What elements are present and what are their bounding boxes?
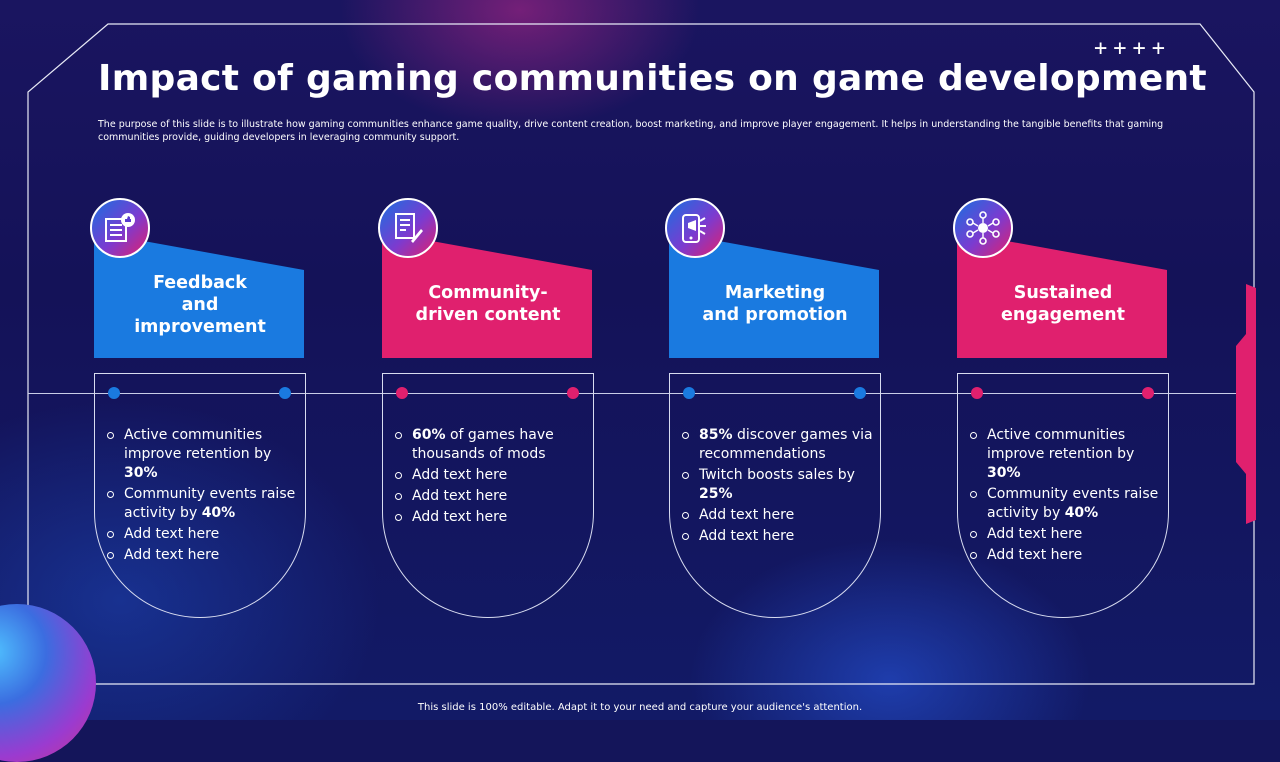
bullet-item: Add text here	[681, 506, 877, 525]
card-header: Feedback and improvement	[94, 232, 306, 360]
bullet-highlight: 25%	[699, 486, 733, 502]
bullet-highlight: 30%	[124, 465, 158, 481]
bullet-text: Add text here	[412, 509, 508, 525]
side-accent-bar	[1236, 284, 1256, 524]
card-bullets: Active communities improve retention by …	[969, 426, 1165, 567]
bullet-item: Active communities improve retention by …	[969, 426, 1165, 483]
bullet-item: 60% of games have thousands of mods	[394, 426, 590, 464]
card-title-line: Sustained	[1013, 283, 1113, 303]
bullet-item: Add text here	[969, 525, 1165, 544]
card-header: Marketing and promotion	[669, 232, 881, 360]
card-bullets: Active communities improve retention by …	[106, 426, 302, 567]
card-header-shape	[669, 232, 879, 358]
bullet-highlight: 40%	[1064, 505, 1099, 521]
bullet-text: Active communities improve retention by	[124, 427, 272, 462]
bullet-text: Community events raise activity by	[124, 486, 296, 521]
footer-note: This slide is 100% editable. Adapt it to…	[417, 702, 863, 713]
bullet-item: Active communities improve retention by …	[106, 426, 302, 483]
bullet-text: Add text here	[124, 526, 220, 542]
bullet-item: Add text here	[681, 527, 877, 546]
card-title-line: engagement	[1001, 305, 1125, 325]
bullet-text: discover games via recommendations	[699, 427, 873, 462]
card-header: Community-driven content	[382, 232, 594, 360]
bullet-item: Add text here	[394, 487, 590, 506]
card-title: Marketing and promotion	[669, 282, 881, 326]
card-4: Sustained engagement Active communities im…	[953, 198, 1169, 620]
bullet-text: of games have thousands of mods	[412, 427, 554, 462]
bullet-text: Add text here	[699, 528, 795, 544]
card-bullets: 85% discover games via recommendations Tw…	[681, 426, 877, 548]
bullet-item: Twitch boosts sales by 25%	[681, 466, 877, 504]
card-header-shape	[382, 232, 592, 358]
timeline-dot	[971, 387, 983, 399]
timeline-dot	[396, 387, 408, 399]
timeline-dot	[1142, 387, 1154, 399]
bullet-item: Add text here	[969, 546, 1165, 565]
card-body-outline	[957, 373, 1169, 618]
card-title-line: Community-	[428, 283, 548, 303]
bullet-text: Add text here	[124, 547, 220, 563]
bullet-text: Active communities improve retention by	[987, 427, 1135, 462]
card-title-line: driven content	[415, 305, 561, 325]
timeline-dot	[854, 387, 866, 399]
card-bullets: 60% of games have thousands of mods Add t…	[394, 426, 590, 529]
bullet-text: Add text here	[412, 488, 508, 504]
bullet-highlight: 30%	[987, 465, 1021, 481]
bullet-item: Add text here	[394, 508, 590, 527]
bullet-text: Twitch boosts sales by	[699, 467, 855, 483]
card-header-shape	[957, 232, 1167, 358]
timeline-dot	[567, 387, 579, 399]
card-1: Feedback and improvement Active communities…	[90, 198, 306, 620]
card-title-line: improvement	[134, 317, 266, 337]
card-title-line: Feedback	[153, 273, 247, 293]
card-header: Sustained engagement	[957, 232, 1169, 360]
bullet-text: Add text here	[699, 507, 795, 523]
bullet-item: Add text here	[106, 525, 302, 544]
card-title: Sustained engagement	[957, 282, 1169, 326]
card-body-outline	[382, 373, 594, 618]
plus-decoration: ++++	[1094, 36, 1171, 61]
mobile-megaphone-icon	[665, 198, 725, 258]
page-title: Impact of gaming communities on game dev…	[98, 58, 1207, 99]
bullet-highlight: 60%	[412, 427, 446, 443]
card-header-shape	[94, 232, 304, 358]
card-body-outline	[94, 373, 306, 618]
timeline-line	[28, 393, 1240, 394]
timeline-dot	[279, 387, 291, 399]
document-edit-icon	[378, 198, 438, 258]
bullet-text: Add text here	[412, 467, 508, 483]
card-title: Feedback and improvement	[94, 272, 306, 338]
network-users-icon	[953, 198, 1013, 258]
bullet-text: Add text here	[987, 526, 1083, 542]
bullet-item: Community events raise activity by 40%	[969, 485, 1165, 523]
timeline-dot	[108, 387, 120, 399]
bullet-highlight: 40%	[201, 505, 236, 521]
feedback-form-icon	[90, 198, 150, 258]
bullet-text: Community events raise activity by	[987, 486, 1159, 521]
card-title-line: and	[181, 295, 219, 315]
slide-frame	[27, 23, 1255, 685]
bullet-item: Add text here	[106, 546, 302, 565]
card-title-line: and promotion	[702, 305, 848, 325]
card-title: Community-driven content	[382, 282, 594, 326]
bullet-item: Community events raise activity by 40%	[106, 485, 302, 523]
card-body-outline	[669, 373, 881, 618]
page-subtitle: The purpose of this slide is to illustra…	[98, 119, 1164, 143]
card-title-line: Marketing	[724, 283, 826, 303]
bullet-item: Add text here	[394, 466, 590, 485]
bullet-item: 85% discover games via recommendations	[681, 426, 877, 464]
bullet-highlight: 85%	[699, 427, 733, 443]
card-2: Community-driven content 60% of games hav…	[378, 198, 594, 620]
timeline-dot	[683, 387, 695, 399]
card-3: Marketing and promotion 85% discover games…	[665, 198, 881, 620]
bullet-text: Add text here	[987, 547, 1083, 563]
